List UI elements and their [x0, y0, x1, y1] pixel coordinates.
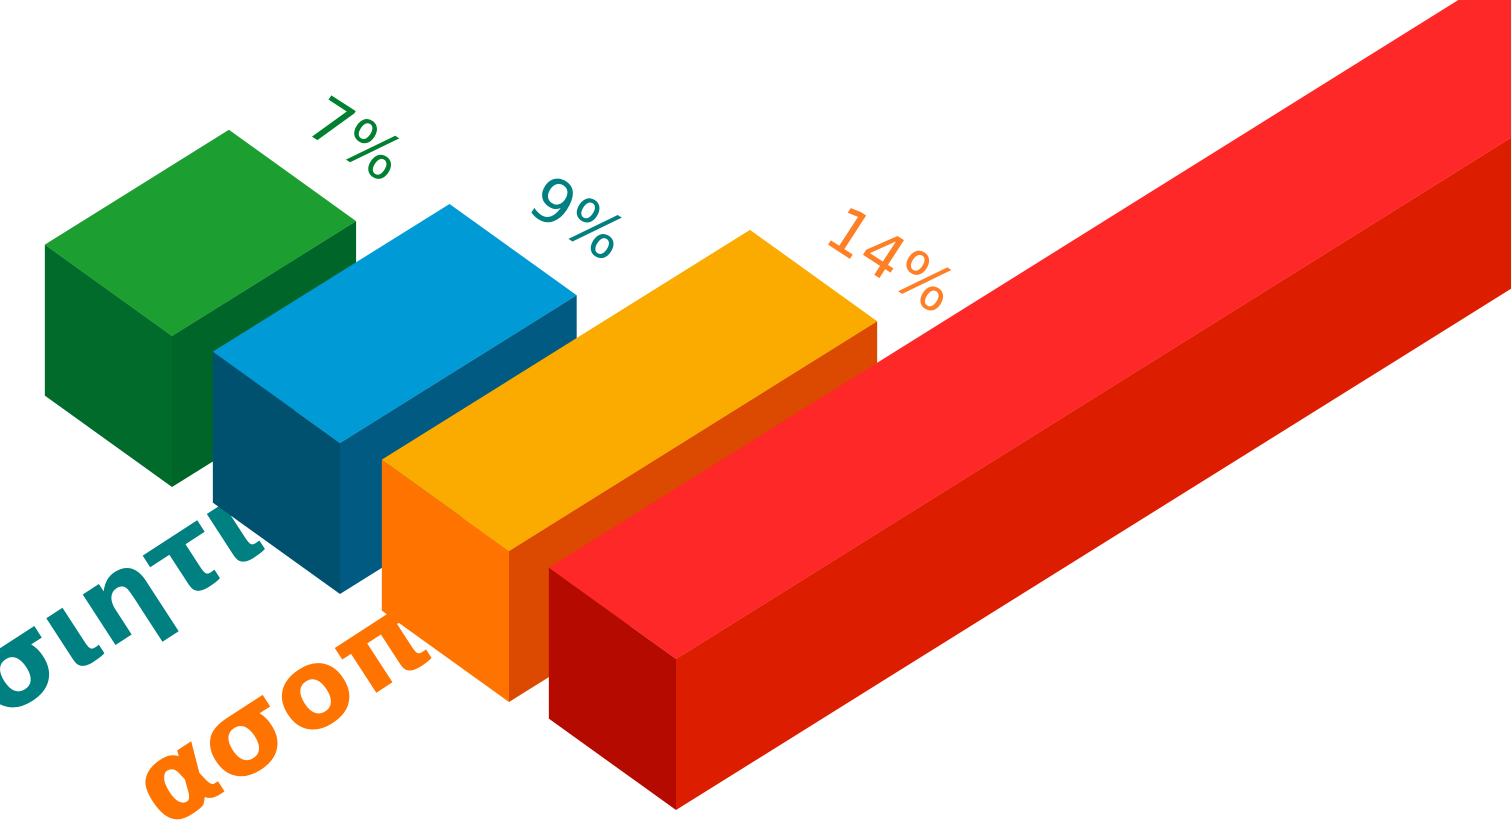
bar-end-face: [44, 244, 173, 487]
bar-top-face: [548, 0, 1511, 659]
bars: [44, 0, 1511, 810]
bar-top-face: [381, 229, 878, 551]
value-label-1: 7%: [294, 82, 416, 197]
bar-side-face: [676, 137, 1511, 810]
bar-4: [548, 0, 1511, 810]
value-label-2: 9%: [517, 161, 639, 276]
bar-end-face: [212, 351, 340, 594]
bar-top-face: [212, 203, 577, 443]
bar-top-face: [44, 129, 357, 336]
bar-end-face: [548, 567, 676, 810]
bar-end-face: [381, 459, 509, 702]
